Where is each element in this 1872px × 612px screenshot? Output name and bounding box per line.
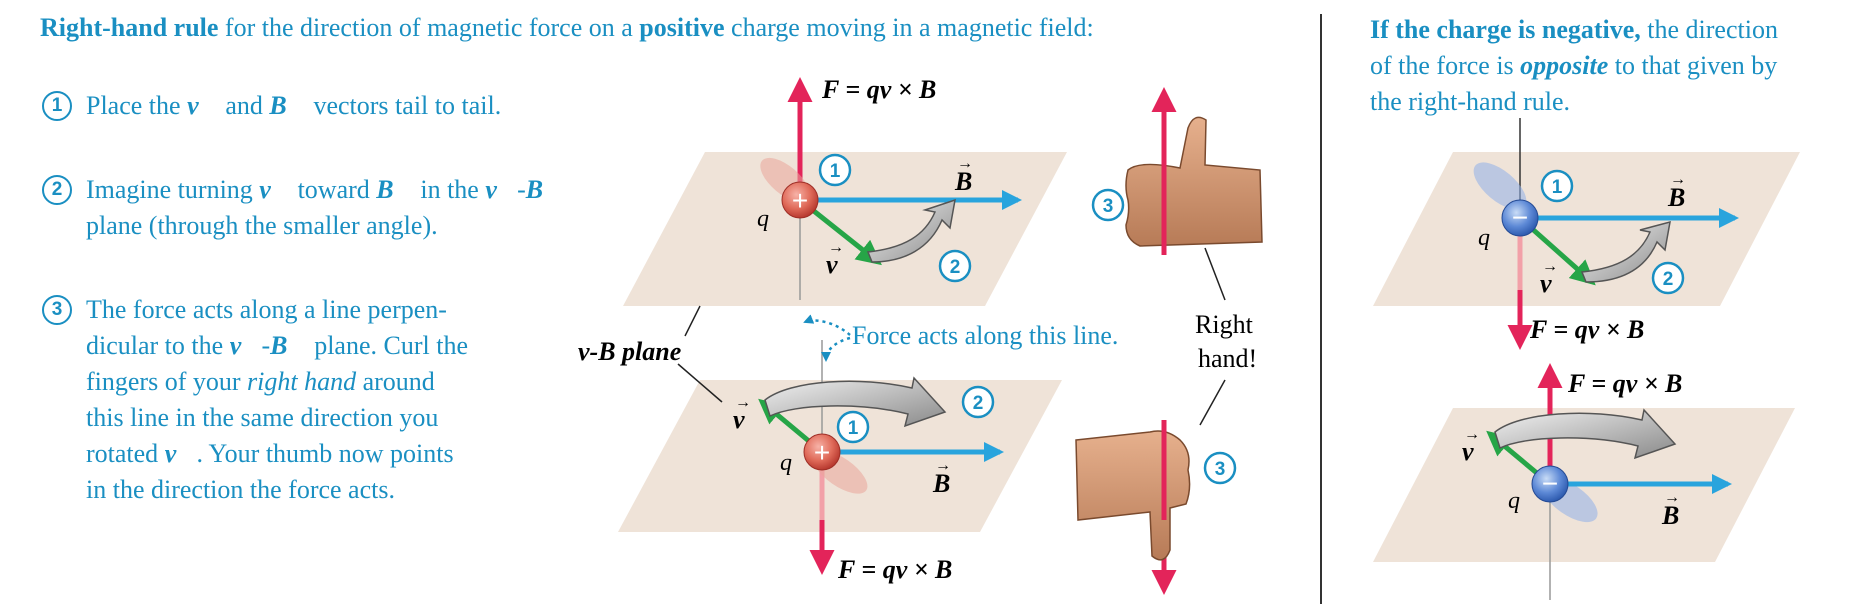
badge-2-text: 2 — [973, 393, 984, 414]
right-hand-text-1: Right — [1195, 310, 1254, 339]
v-arrowhead: → — [1542, 258, 1558, 275]
plus-sign: + — [792, 185, 808, 216]
v-arrowhead: → — [828, 239, 844, 256]
force-eq: F = qv × B — [837, 555, 952, 584]
b-arrowhead: → — [957, 155, 973, 172]
badge-1-text: 1 — [848, 418, 859, 439]
q-label: q — [757, 206, 769, 232]
force-eq: F = qv × B — [1567, 369, 1682, 398]
positive-top-diagram: + 1 2 q v → B → F = qv × B — [623, 75, 1067, 306]
plus-sign: + — [814, 437, 830, 468]
q-label: q — [1478, 225, 1490, 251]
right-hand-callout: Right hand! — [1195, 248, 1257, 425]
right-hand-text-2: hand! — [1198, 344, 1257, 373]
b-arrowhead: → — [935, 457, 951, 474]
negative-bottom-diagram: − q v → B → F = qv × B — [1373, 368, 1795, 600]
force-eq: F = qv × B — [821, 75, 936, 104]
dotted-pointer-down — [826, 338, 850, 360]
right-hand-thumb-down: 3 — [1076, 420, 1235, 590]
right-hand-pointer-top — [1205, 248, 1225, 300]
badge-2-text: 2 — [1663, 269, 1674, 290]
badge-1-text: 1 — [830, 161, 841, 182]
vb-plane — [1373, 152, 1800, 306]
positive-bottom-diagram: + 1 2 q v → B → F = qv × B — [618, 340, 1062, 584]
v-arrowhead: → — [1464, 426, 1480, 443]
badge-3-text: 3 — [1215, 459, 1226, 480]
plane-label: v-B plane — [578, 337, 681, 366]
force-line-text: Force acts along this line. — [852, 321, 1118, 350]
negative-top-diagram: − 1 2 q v → B → F = qv × B — [1373, 118, 1800, 345]
force-eq: F = qv × B — [1529, 315, 1644, 344]
minus-sign: − — [1542, 468, 1558, 499]
v-arrowhead: → — [735, 394, 751, 411]
q-label: q — [780, 450, 792, 476]
badge-3-text: 3 — [1103, 196, 1114, 217]
q-label: q — [1508, 488, 1520, 514]
badge-1-text: 1 — [1552, 177, 1563, 198]
hand-shape — [1076, 431, 1190, 560]
b-arrowhead: → — [1664, 489, 1680, 506]
hand-shape — [1126, 117, 1262, 246]
b-arrowhead: → — [1670, 171, 1686, 188]
force-line-callout: Force acts along this line. — [805, 321, 1118, 360]
minus-sign: − — [1512, 202, 1528, 233]
dotted-pointer-up — [805, 321, 850, 335]
badge-2-text: 2 — [950, 257, 961, 278]
plane-pointer-top — [685, 306, 700, 336]
right-hand-thumb-up: 3 — [1093, 92, 1262, 255]
right-hand-pointer-bottom — [1200, 380, 1225, 425]
